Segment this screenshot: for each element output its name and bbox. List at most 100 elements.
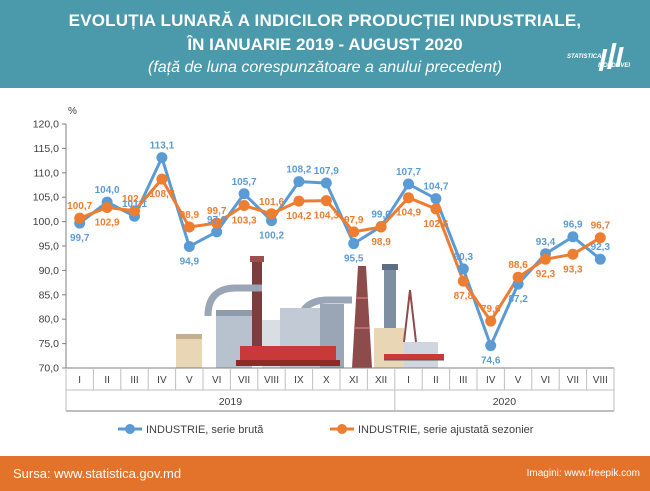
data-label-ajustata: 79,6 <box>481 304 501 315</box>
data-label-ajustata: 92,3 <box>536 269 556 280</box>
data-point-ajustata <box>512 271 524 283</box>
data-point-ajustata <box>74 212 86 224</box>
data-label-bruta: 90,3 <box>454 252 474 263</box>
logo-text-moldovei: MOLDOVEI <box>598 63 631 69</box>
x-tick-label: VI <box>212 375 221 386</box>
x-group-label: 2019 <box>219 396 243 408</box>
data-point-ajustata <box>238 199 250 211</box>
data-point-ajustata <box>457 275 469 287</box>
logo-text-statistica: STATISTICA <box>567 54 602 60</box>
data-label-ajustata: 96,7 <box>591 221 611 232</box>
data-label-ajustata: 93,3 <box>563 264 583 275</box>
y-tick-label: 85,0 <box>39 289 60 301</box>
y-tick-label: 110,0 <box>34 167 60 179</box>
statistica-moldovei-logo: STATISTICA MOLDOVEI <box>567 41 633 77</box>
legend-marker-bruta <box>125 424 135 434</box>
chart-title-line1: EVOLUȚIA LUNARĂ A INDICILOR PRODUCȚIEI I… <box>68 11 582 30</box>
data-point-ajustata <box>403 192 414 204</box>
data-point-bruta <box>567 231 579 243</box>
data-label-bruta: 94,9 <box>180 256 200 267</box>
y-tick-label: 115,0 <box>34 143 60 155</box>
data-point-ajustata <box>375 221 387 233</box>
data-point-ajustata <box>266 208 277 220</box>
data-label-ajustata: 101,6 <box>259 197 284 208</box>
data-label-ajustata: 99,7 <box>207 206 227 217</box>
data-point-ajustata <box>567 248 579 260</box>
legend-marker-ajustata <box>337 424 347 434</box>
data-label-bruta: 107,7 <box>396 167 421 178</box>
x-tick-label: V <box>515 375 522 386</box>
x-tick-label: III <box>130 375 138 386</box>
footer-banner: Sursa: www.statistica.gov.md Imagini: ww… <box>0 456 650 491</box>
data-label-bruta: 95,5 <box>344 254 364 265</box>
factory-illustration <box>176 256 444 368</box>
data-label-ajustata: 102,9 <box>95 217 120 228</box>
footer-images-credit: Imagini: www.freepik.com <box>526 468 640 479</box>
legend-label-ajustata: INDUSTRIE, serie ajustată sezonier <box>358 424 534 436</box>
x-tick-label: IV <box>157 375 167 386</box>
y-tick-label: 80,0 <box>39 314 60 326</box>
data-point-ajustata <box>156 173 168 185</box>
x-tick-label: I <box>407 375 410 386</box>
data-label-ajustata: 104,3 <box>314 211 339 222</box>
x-tick-label: VI <box>541 375 550 386</box>
data-label-ajustata: 98,9 <box>180 210 200 221</box>
data-label-bruta: 93,4 <box>536 237 556 248</box>
y-tick-label: 105,0 <box>33 192 59 204</box>
data-label-bruta: 104,0 <box>95 185 120 196</box>
y-axis-unit-label: % <box>68 106 77 117</box>
y-tick-label: 120,0 <box>33 119 59 131</box>
x-tick-label: VII <box>238 375 250 386</box>
x-tick-label: VIII <box>264 375 279 386</box>
data-label-bruta: 96,9 <box>563 220 583 231</box>
legend-label-bruta: INDUSTRIE, serie brută <box>146 424 264 436</box>
logo-bars-icon <box>598 43 624 71</box>
data-label-ajustata: 102,6 <box>423 219 448 230</box>
data-label-ajustata: 103,3 <box>232 215 257 226</box>
data-point-bruta <box>430 193 442 205</box>
data-point-ajustata <box>348 226 360 238</box>
chart-title-line2: ÎN IANUARIE 2019 - AUGUST 2020 <box>187 35 463 54</box>
y-tick-label: 90,0 <box>39 265 60 277</box>
data-point-ajustata <box>101 201 113 213</box>
data-label-bruta: 104,7 <box>423 182 448 193</box>
data-label-ajustata: 98,9 <box>371 237 391 248</box>
data-label-ajustata: 87,8 <box>454 291 474 302</box>
data-label-ajustata: 104,2 <box>286 211 311 222</box>
data-point-ajustata <box>540 253 551 265</box>
data-label-ajustata: 97,9 <box>344 215 364 226</box>
chart-area: 70,0 75,0 80,0 85,0 90,0 95,0 100,0 105,0 110,0 1… <box>33 106 615 436</box>
data-point-bruta <box>183 240 195 252</box>
data-label-bruta: 92,3 <box>591 242 611 253</box>
data-point-ajustata <box>485 315 497 327</box>
data-point-bruta <box>457 263 469 275</box>
footer-source-text: Sursa: www.statistica.gov.md <box>13 466 182 481</box>
x-tick-label: IV <box>486 375 496 386</box>
x-tick-label: III <box>459 375 467 386</box>
data-point-ajustata <box>293 195 305 207</box>
x-tick-label: I <box>78 375 81 386</box>
data-point-bruta <box>211 226 223 238</box>
data-label-bruta: 97,9 <box>207 215 227 226</box>
x-group-label: 2020 <box>493 396 517 408</box>
data-point-bruta <box>403 178 414 190</box>
data-label-bruta: 113,1 <box>150 141 175 152</box>
data-point-bruta <box>156 152 168 164</box>
data-label-bruta: 99,7 <box>70 233 90 244</box>
data-label-ajustata: 100,7 <box>67 201 92 212</box>
data-point-bruta <box>320 177 332 189</box>
x-tick-label: II <box>433 375 439 386</box>
x-tick-label: VII <box>567 375 579 386</box>
data-label-bruta: 101,1 <box>122 199 147 210</box>
data-point-bruta <box>293 176 305 188</box>
data-label-ajustata: 108,7 <box>149 189 174 200</box>
x-tick-label: XII <box>375 375 387 386</box>
data-point-ajustata <box>183 221 195 233</box>
data-point-ajustata <box>430 203 442 215</box>
data-label-bruta: 99,0 <box>371 209 391 220</box>
x-tick-label: XI <box>349 375 358 386</box>
data-label-bruta: 74,6 <box>481 356 501 367</box>
data-point-bruta <box>594 253 606 265</box>
y-tick-label: 95,0 <box>39 241 60 253</box>
data-point-bruta <box>485 340 497 352</box>
